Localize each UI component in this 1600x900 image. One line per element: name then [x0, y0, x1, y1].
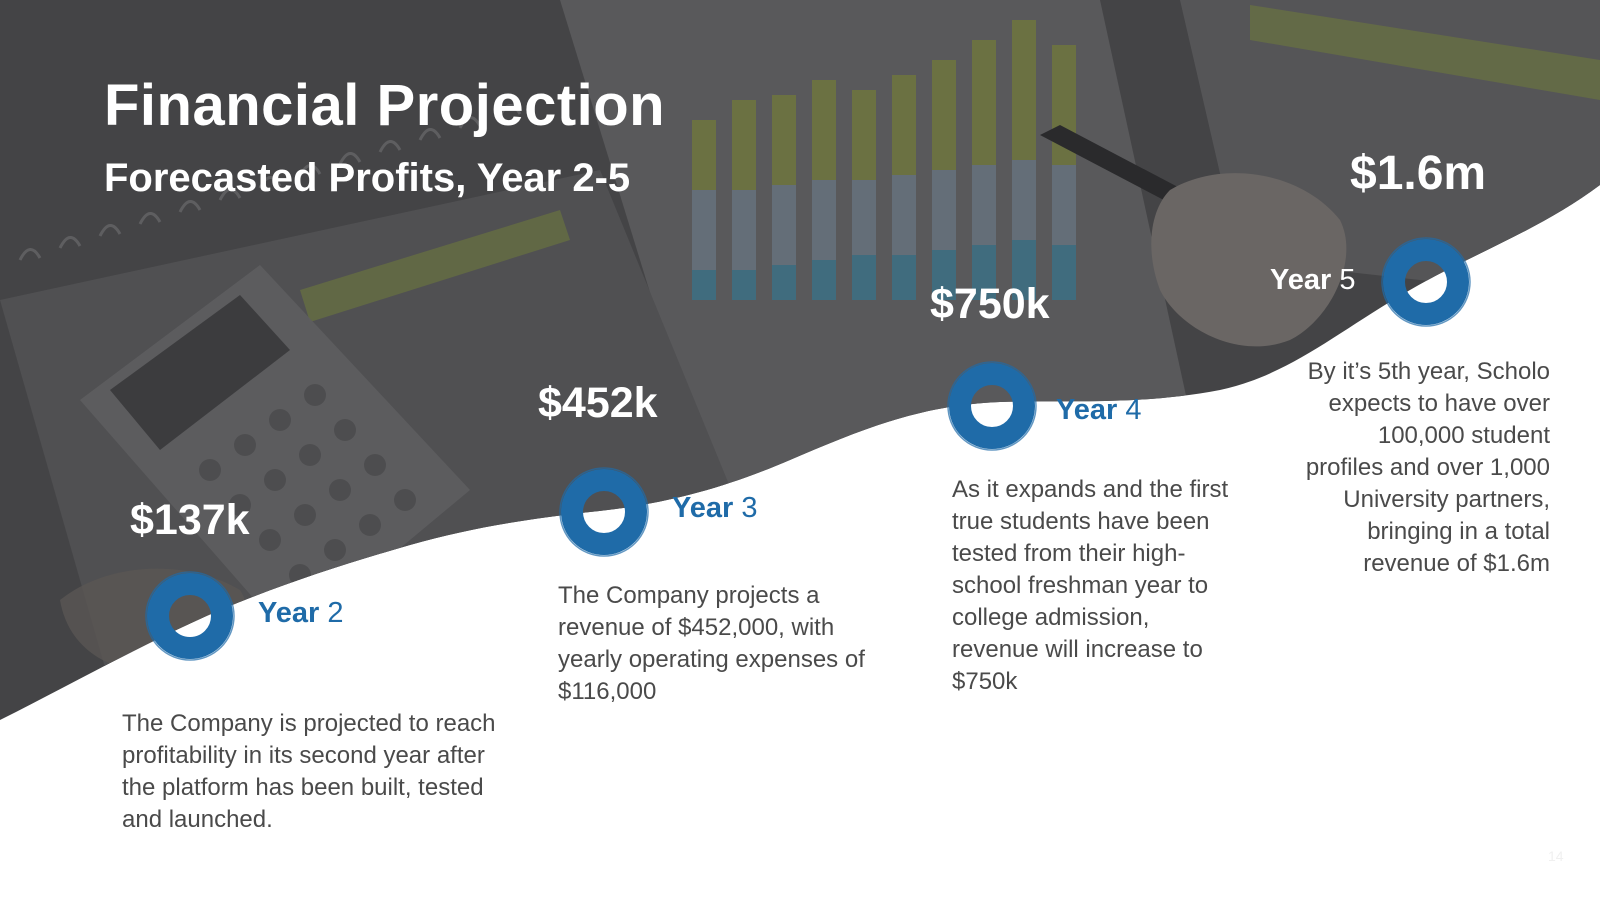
milestone-marker-icon	[1381, 237, 1471, 327]
description-year-4: As it expands and the first true student…	[952, 476, 1229, 695]
year-label-5: Year 5	[1270, 264, 1356, 296]
milestone-marker-icon	[559, 467, 649, 557]
page-title: Financial Projection	[104, 73, 666, 138]
milestone-marker-icon	[145, 571, 235, 661]
description-year-5: By it’s 5th year, Scholo expects to have…	[1305, 358, 1550, 577]
amount-year-5: $1.6m	[1350, 147, 1487, 200]
amount-year-3: $452k	[538, 379, 658, 427]
page-number: 14	[1548, 848, 1564, 864]
page-subtitle: Forecasted Profits, Year 2-5	[104, 156, 631, 200]
milestone-marker-icon	[947, 361, 1037, 451]
amount-year-2: $137k	[130, 496, 250, 544]
description-year-2: The Company is projected to reach profit…	[122, 710, 496, 833]
year-label-3: Year 3	[672, 492, 758, 524]
year-label-4: Year 4	[1056, 394, 1142, 426]
year-label-2: Year 2	[258, 597, 344, 629]
description-year-3: The Company projects a revenue of $452,0…	[558, 582, 865, 705]
amount-year-4: $750k	[930, 280, 1050, 328]
